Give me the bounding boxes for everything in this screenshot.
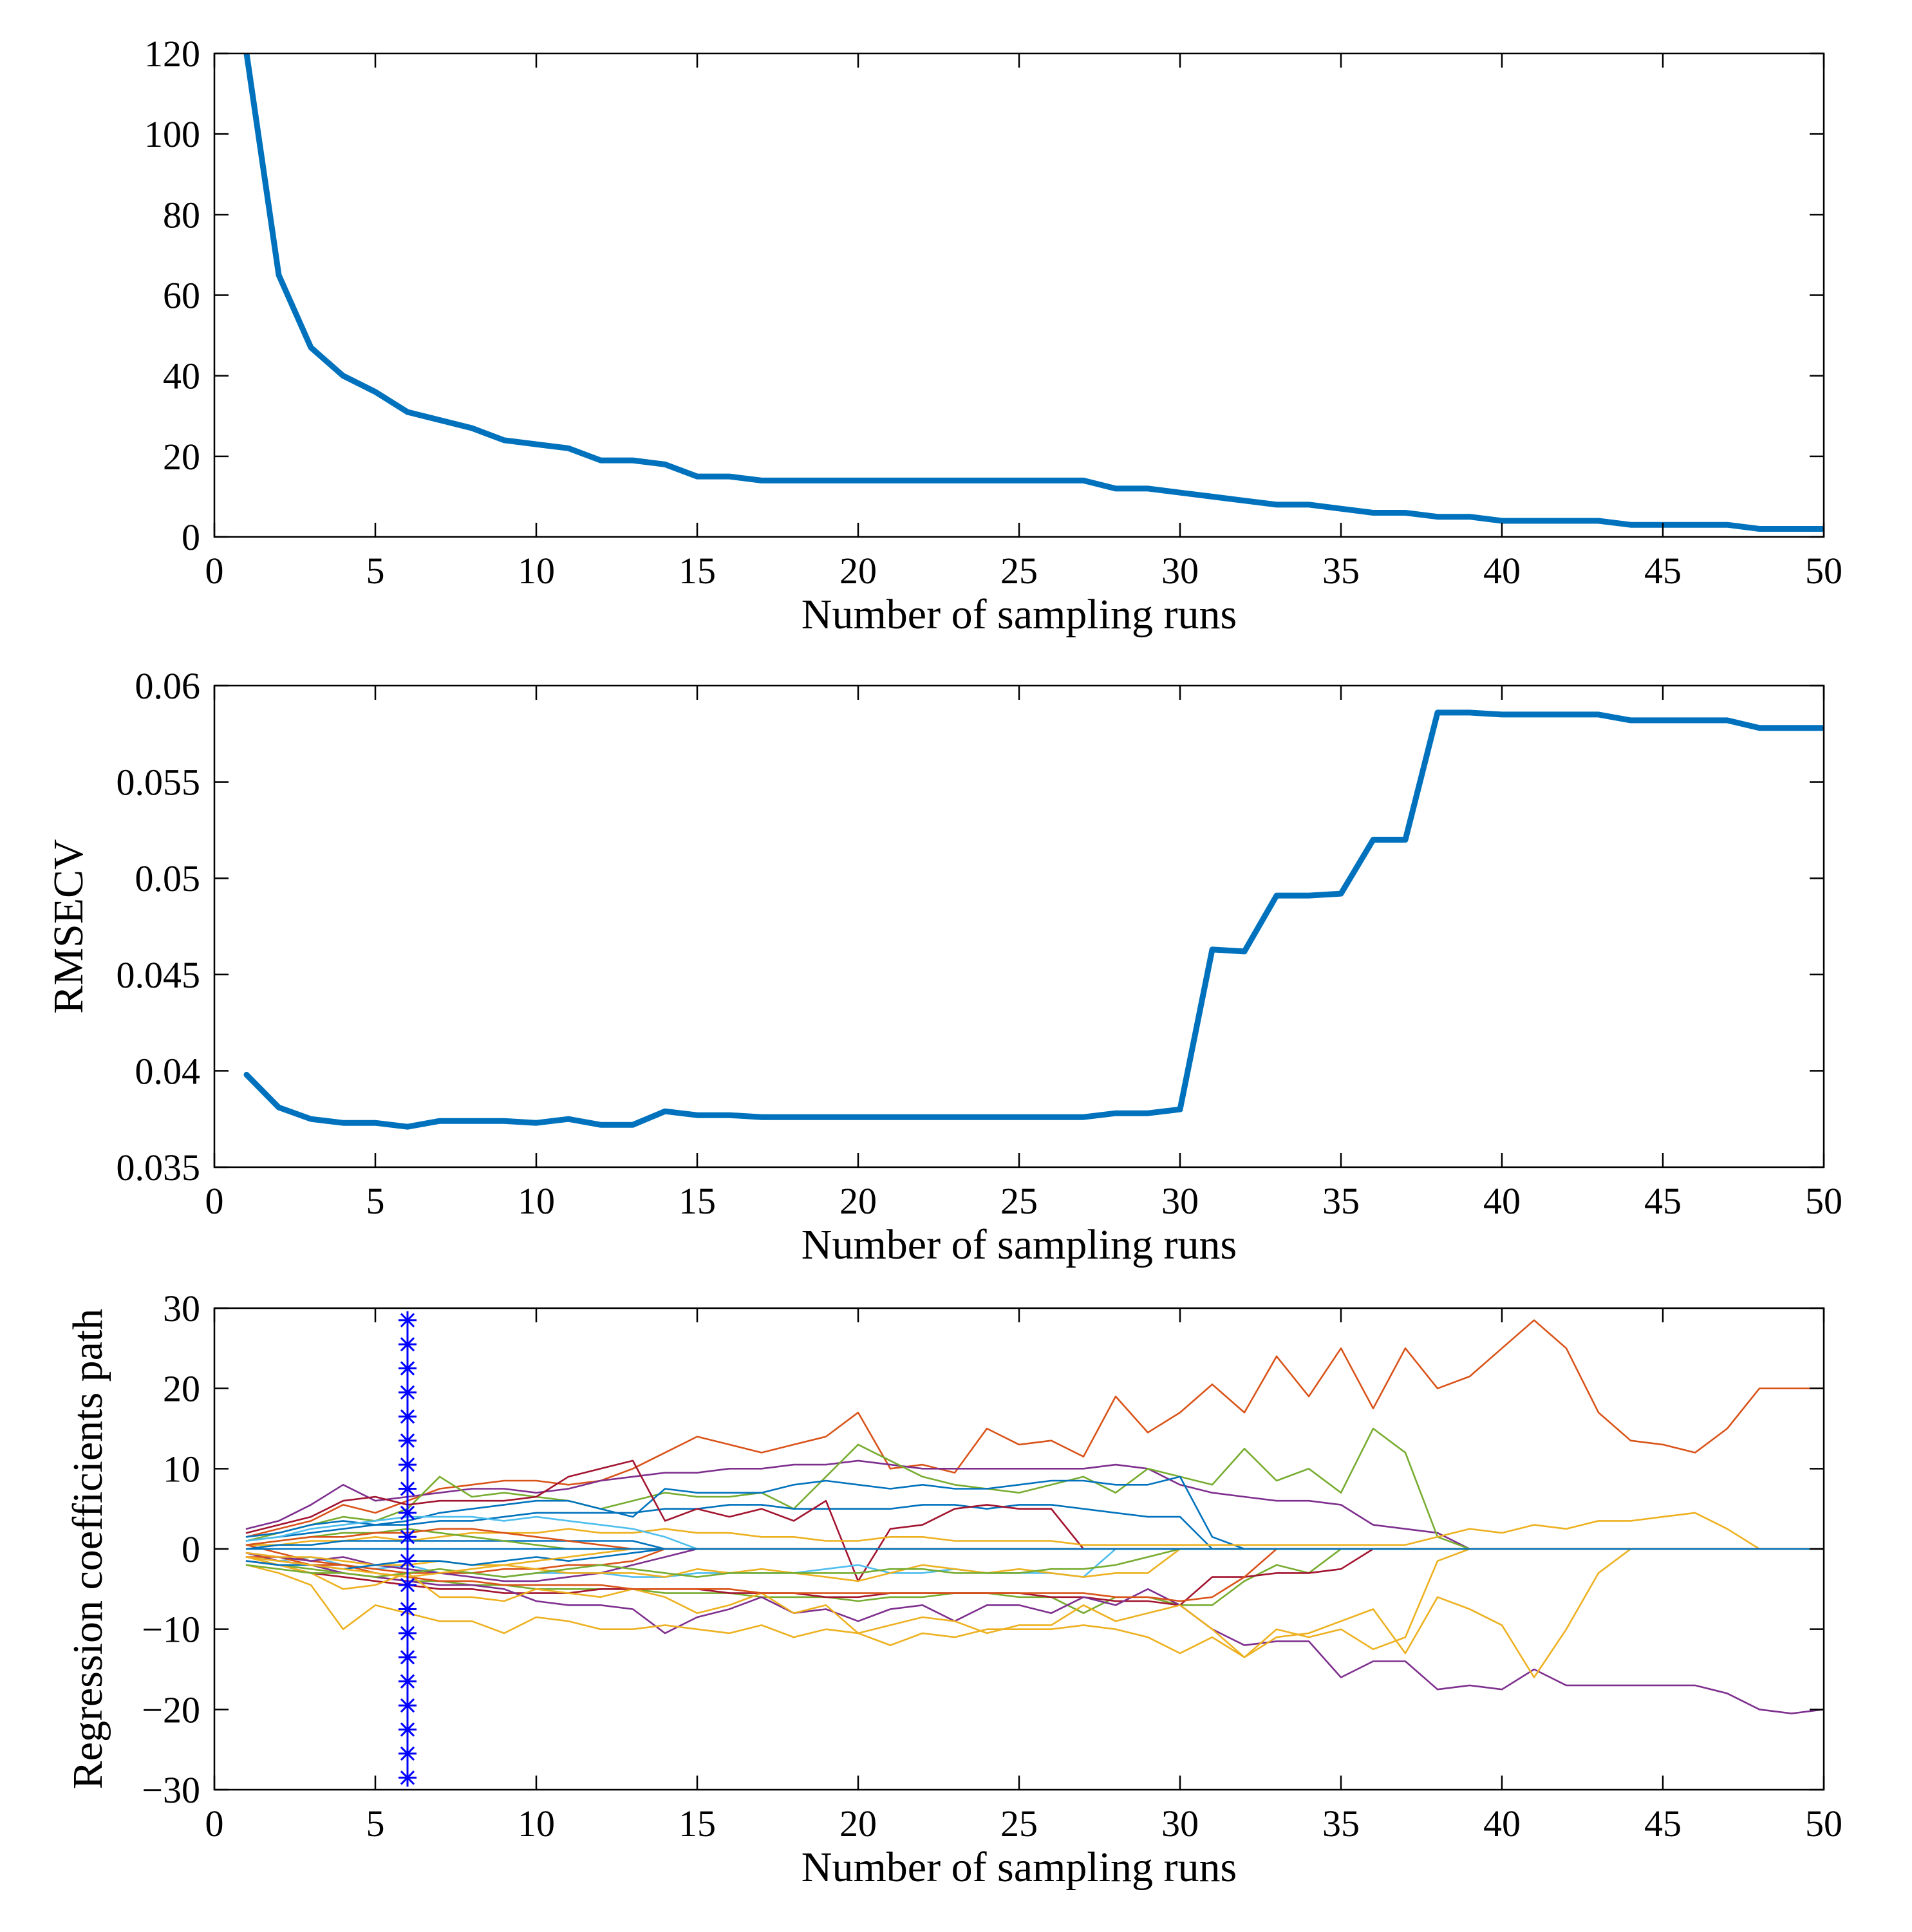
asterisk-marker <box>398 1600 417 1618</box>
x-tick-label: 5 <box>366 1180 385 1222</box>
panel-rmsecv: 0 5 10 15 20 25 30 35 40 45 50 0.035 0.04 0.045 0.05 0.… <box>45 665 1842 1268</box>
y-tick-label: 0.04 <box>135 1050 201 1092</box>
y-tick-label: 10 <box>163 1448 200 1490</box>
x-tick-label: 45 <box>1644 1180 1682 1222</box>
x-tick-label: 35 <box>1322 1803 1360 1844</box>
asterisk-marker <box>398 1624 417 1642</box>
x-tick-label: 45 <box>1644 550 1682 592</box>
asterisk-marker <box>398 1768 417 1787</box>
y-tick-label: 0.055 <box>117 762 201 803</box>
y-tick-label: 0.06 <box>135 665 201 707</box>
x-tick-label: 0 <box>205 1803 224 1844</box>
x-tick-label: 10 <box>518 1180 555 1222</box>
asterisk-marker <box>398 1456 417 1474</box>
series-line-1 <box>243 709 1824 1130</box>
y-tick-label: 100 <box>144 113 200 155</box>
y-tick-label: 80 <box>163 194 200 236</box>
x-axis-label: Number of sampling runs <box>801 1221 1237 1268</box>
asterisk-marker <box>398 1648 417 1667</box>
series-line-11 <box>245 1552 1824 1714</box>
plot-area <box>243 709 1824 1130</box>
asterisk-marker <box>398 1696 417 1715</box>
x-tick-label: 35 <box>1322 1180 1360 1222</box>
x-tick-label: 20 <box>839 1803 877 1844</box>
x-tick-label: 50 <box>1805 1803 1842 1844</box>
x-tick-label: 15 <box>679 550 716 592</box>
x-axis-label: Number of sampling runs <box>801 591 1237 638</box>
x-tick-label: 25 <box>1000 1803 1038 1844</box>
asterisk-marker <box>398 1672 417 1691</box>
y-tick-label: 0 <box>182 516 200 558</box>
x-tick-label: 5 <box>366 1803 385 1844</box>
x-tick-label: 5 <box>366 550 385 592</box>
y-tick-label: 0.045 <box>117 954 201 996</box>
plot-area <box>243 53 1824 532</box>
y-axis-label: RMSECV <box>45 839 92 1013</box>
x-tick-label: 15 <box>679 1180 716 1222</box>
x-tick-label: 30 <box>1161 550 1199 592</box>
asterisk-marker <box>398 1503 417 1522</box>
series-line-1 <box>245 1319 1824 1538</box>
y-tick-label: −10 <box>142 1609 200 1651</box>
y-axis-label: Regression coefficients path <box>64 1309 111 1790</box>
x-tick-label: 25 <box>1000 550 1038 592</box>
x-tick-label: 20 <box>839 1180 877 1222</box>
x-tick-label: 35 <box>1322 550 1360 592</box>
asterisk-marker <box>398 1335 417 1354</box>
asterisk-marker <box>398 1479 417 1498</box>
x-tick-label: 45 <box>1644 1803 1682 1844</box>
y-tick-label: 20 <box>163 436 200 478</box>
y-tick-label: 60 <box>163 275 200 317</box>
series-line-1 <box>243 53 1824 532</box>
plot-area <box>245 1319 1824 1714</box>
asterisk-marker <box>398 1720 417 1739</box>
y-tick-label: 30 <box>163 1288 200 1329</box>
asterisk-marker <box>398 1744 417 1763</box>
x-tick-label: 40 <box>1483 550 1521 592</box>
x-tick-label: 25 <box>1000 1180 1038 1222</box>
y-tick-label: 120 <box>144 33 200 75</box>
x-tick-label: 50 <box>1805 1180 1842 1222</box>
x-tick-label: 30 <box>1161 1180 1199 1222</box>
series-line-12 <box>245 1548 1824 1678</box>
asterisk-marker <box>398 1576 417 1595</box>
x-tick-label: 10 <box>518 550 555 592</box>
asterisk-marker <box>398 1431 417 1450</box>
x-tick-label: 30 <box>1161 1803 1199 1844</box>
x-axis-label: Number of sampling runs <box>801 1844 1237 1891</box>
y-tick-label: 40 <box>163 355 200 397</box>
y-tick-label: 0.05 <box>135 858 201 899</box>
asterisk-marker <box>398 1552 417 1570</box>
x-tick-label: 20 <box>839 550 877 592</box>
panel-variables-count: 0 5 10 15 20 25 30 35 40 45 50 0 20 40 60 80 100 120 Numbe… <box>144 33 1842 638</box>
y-tick-label: 0.035 <box>117 1147 201 1188</box>
x-tick-label: 0 <box>205 1180 224 1222</box>
y-tick-label: −30 <box>142 1769 200 1811</box>
x-tick-label: 0 <box>205 550 224 592</box>
x-tick-label: 40 <box>1483 1803 1521 1844</box>
y-tick-label: 20 <box>163 1368 200 1410</box>
y-tick-label: 0 <box>182 1528 200 1570</box>
asterisk-marker <box>398 1407 417 1426</box>
x-tick-label: 40 <box>1483 1180 1521 1222</box>
asterisk-marker <box>398 1528 417 1546</box>
asterisk-marker <box>398 1311 417 1329</box>
x-tick-label: 50 <box>1805 550 1842 592</box>
asterisk-marker <box>398 1359 417 1378</box>
y-tick-label: −20 <box>142 1689 200 1730</box>
panel-regression-coefficients: 0 5 10 15 20 25 30 35 40 45 50−30−20−100102030Numb… <box>64 1288 1842 1891</box>
x-tick-label: 15 <box>679 1803 716 1844</box>
x-tick-label: 10 <box>518 1803 555 1844</box>
asterisk-marker <box>398 1383 417 1402</box>
